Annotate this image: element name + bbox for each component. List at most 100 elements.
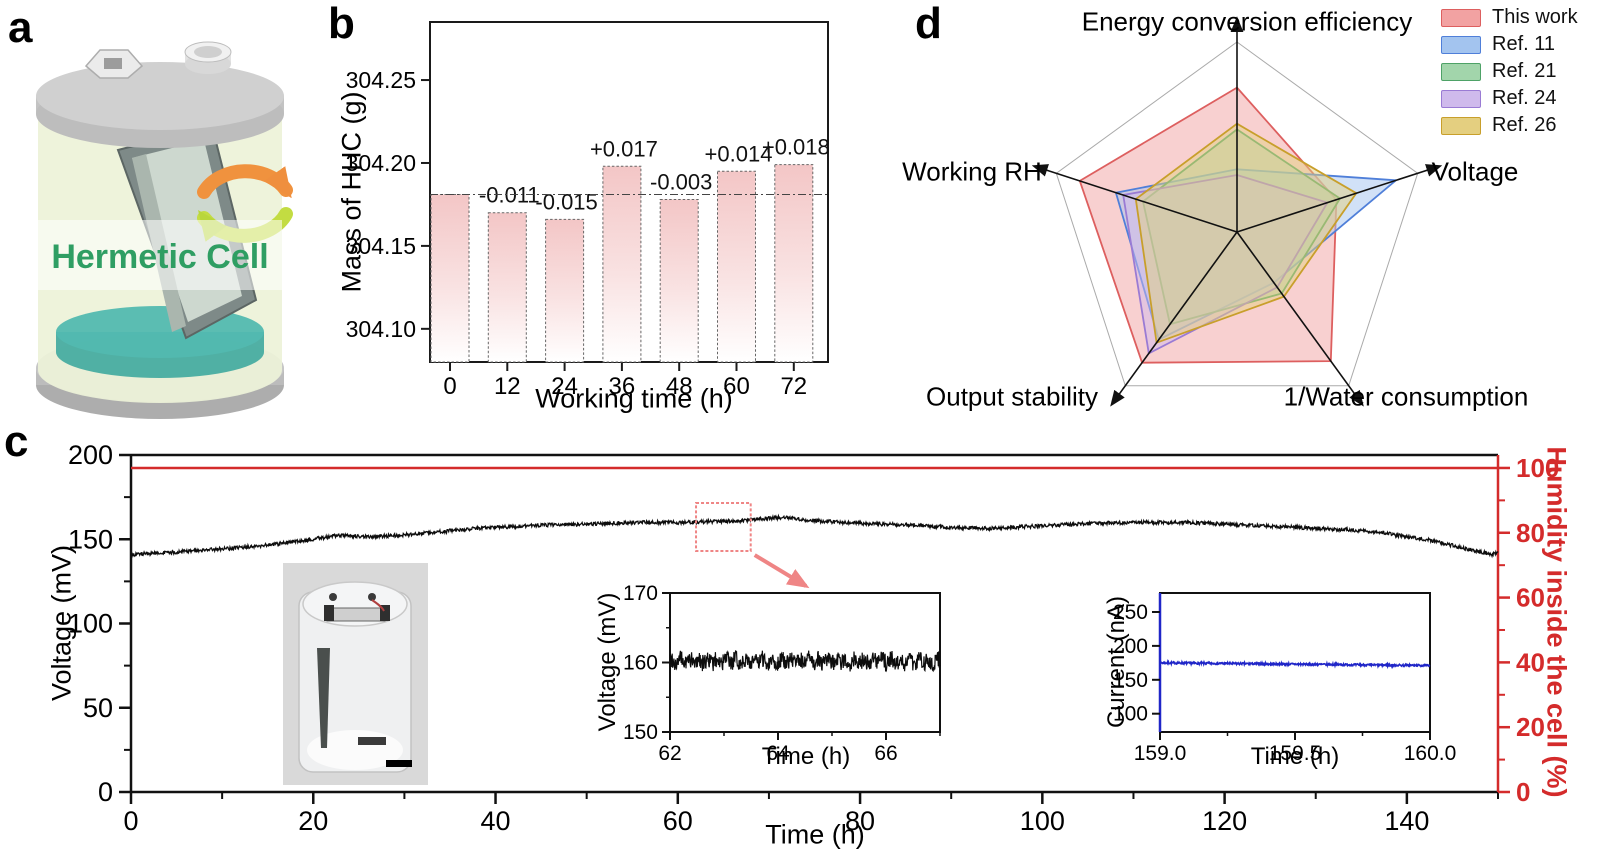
hermetic-cell-caption: Hermetic Cell bbox=[51, 238, 268, 276]
radar-spoke bbox=[1110, 231, 1238, 407]
panel-c-y-tick-label: 150 bbox=[68, 524, 113, 554]
panel-c-humidity-tick-label: 100 bbox=[1516, 453, 1559, 483]
moisture-cycle-arrow-orange bbox=[197, 164, 293, 199]
legend-swatch bbox=[1441, 8, 1481, 27]
bar-delta-label: +0.017 bbox=[590, 136, 658, 161]
panel-b-x-tick-label: 24 bbox=[551, 373, 578, 400]
panel-d-radar-chart bbox=[1031, 16, 1443, 407]
panel-b-y-tick-label: 304.20 bbox=[346, 150, 416, 176]
inset2-x-axis-title: Time (h) bbox=[1250, 743, 1340, 770]
inset2-x-tick-label: 159.5 bbox=[1269, 742, 1322, 765]
panel-c-humidity-tick-label: 40 bbox=[1516, 647, 1545, 677]
panel-b-x-tick-label: 12 bbox=[494, 373, 521, 400]
inset1-x-axis-title: Time (h) bbox=[761, 743, 851, 770]
legend-label: This work bbox=[1492, 6, 1578, 28]
inset2-current-line bbox=[1159, 658, 1431, 670]
panel-c-x-tick-label: 20 bbox=[298, 806, 328, 836]
legend-label: Ref. 21 bbox=[1492, 60, 1557, 82]
bar-mass-60h bbox=[717, 170, 756, 363]
panel-d-letter: d bbox=[915, 0, 942, 48]
panel-c-x-tick-label: 0 bbox=[123, 806, 138, 836]
panel-b-letter: b bbox=[328, 0, 355, 48]
panel-c-right-axis-title: Humidity inside the cell (%) bbox=[1541, 446, 1572, 798]
photo-scale-bar bbox=[386, 760, 412, 767]
panel-c-humidity-tick-label: 20 bbox=[1516, 712, 1545, 742]
bar-mass-72h bbox=[774, 164, 814, 363]
radar-spoke bbox=[1236, 231, 1364, 407]
panel-c-x-tick-label: 80 bbox=[845, 806, 875, 836]
legend-label: Ref. 24 bbox=[1492, 87, 1557, 109]
radar-axis-output-stability: Output stability bbox=[926, 381, 1098, 412]
bar-delta-label: -0.015 bbox=[535, 189, 597, 214]
panel-a-letter: a bbox=[8, 3, 33, 52]
panel-c-y-tick-label: 200 bbox=[68, 440, 113, 470]
inset2-y-axis-title: Current (nA) bbox=[1103, 595, 1130, 729]
panel-b-x-tick-label: 36 bbox=[609, 373, 636, 400]
panel-b-y-tick-label: 304.15 bbox=[346, 233, 416, 259]
panel-c-y-tick-label: 100 bbox=[68, 609, 113, 639]
inset2-x-tick-label: 159.0 bbox=[1134, 742, 1187, 765]
photo-red-wire bbox=[371, 599, 385, 612]
panel-b-x-tick-label: 72 bbox=[780, 373, 807, 400]
inset1-y-tick-label: 160 bbox=[623, 652, 658, 675]
inset2-y-tick-label: 150 bbox=[1113, 669, 1148, 692]
radar-spoke bbox=[1236, 164, 1443, 233]
legend-label: Ref. 26 bbox=[1492, 114, 1557, 136]
legend-item: Ref. 21 bbox=[1441, 60, 1578, 82]
photo-bottom-chip bbox=[358, 737, 386, 745]
photo-electrode-left bbox=[324, 605, 334, 621]
bar-mass-36h bbox=[602, 165, 642, 363]
panel-a-illustration: Hermetic Cell bbox=[36, 41, 293, 419]
inset1-y-tick-label: 170 bbox=[623, 582, 658, 605]
legend-item: Ref. 26 bbox=[1441, 114, 1578, 136]
legend-item: Ref. 11 bbox=[1441, 33, 1578, 55]
inset1-y-tick-label: 150 bbox=[623, 721, 658, 744]
panel-c-x-tick-label: 40 bbox=[481, 806, 511, 836]
legend-swatch bbox=[1441, 35, 1481, 54]
inset-voltage-chart: 150 160 170 62 64 66 bbox=[623, 582, 941, 765]
panel-b-bar-chart: 304.10 304.15 304.20 304.25 0 12 -0.011 24 -0.01… bbox=[346, 21, 830, 400]
inset1-y-axis-title: Voltage (mV) bbox=[594, 592, 621, 732]
panel-c-x-tick-label: 120 bbox=[1202, 806, 1247, 836]
panel-c-y-axis-title: Voltage (mV) bbox=[46, 544, 77, 702]
photo-silver-bar bbox=[326, 607, 386, 622]
radar-spoke bbox=[1031, 164, 1238, 233]
bar-mass-12h bbox=[487, 212, 527, 363]
panel-b-x-tick-label: 60 bbox=[723, 373, 750, 400]
bar-delta-label: -0.011 bbox=[479, 183, 540, 208]
panel-c-x-tick-label: 140 bbox=[1384, 806, 1429, 836]
inset2-y-tick-label: 200 bbox=[1113, 635, 1148, 658]
bar-delta-label: -0.003 bbox=[650, 169, 712, 194]
panel-c-x-tick-label: 60 bbox=[663, 806, 693, 836]
bar-delta-label: +0.018 bbox=[762, 135, 830, 160]
radar-legend: This work Ref. 11 Ref. 21 Ref. 24 Ref. 26 bbox=[1441, 6, 1578, 136]
legend-swatch bbox=[1441, 116, 1481, 135]
inset1-x-tick-label: 62 bbox=[658, 742, 681, 765]
panel-c-humidity-tick-label: 60 bbox=[1516, 583, 1545, 613]
photo-inner-electrode bbox=[317, 648, 330, 748]
panel-c-letter: c bbox=[4, 417, 29, 466]
panel-b-x-tick-label: 48 bbox=[666, 373, 693, 400]
panel-c-line-chart: 0 50 100 150 200 0 20 40 60 80 100 120 140 0 20 40 60 80 1… bbox=[68, 440, 1559, 836]
radar-series-ref-26 bbox=[1134, 122, 1358, 344]
cell-photo-inset bbox=[283, 563, 428, 785]
panel-b-y-tick-label: 304.25 bbox=[346, 67, 416, 93]
bar-mass-0h bbox=[430, 193, 470, 363]
legend-item: This work bbox=[1441, 6, 1578, 28]
bar-mass-24h bbox=[545, 218, 585, 363]
inset1-x-tick-label: 64 bbox=[766, 742, 790, 765]
legend-label: Ref. 11 bbox=[1492, 33, 1555, 55]
panel-c-humidity-tick-label: 80 bbox=[1516, 518, 1545, 548]
voltage-series-line bbox=[130, 513, 1499, 559]
zoom-region-box bbox=[695, 502, 752, 553]
caption-band bbox=[38, 220, 282, 290]
zoom-callout-arrow bbox=[753, 553, 810, 589]
inset2-y-tick-label: 250 bbox=[1113, 601, 1148, 624]
legend-swatch bbox=[1441, 62, 1481, 81]
radar-grid-pentagon bbox=[1055, 41, 1419, 387]
bar-delta-label: +0.014 bbox=[705, 141, 773, 166]
panel-c-x-axis-title: Time (h) bbox=[765, 819, 865, 850]
radar-axis-water-consumption: 1/Water consumption bbox=[1283, 381, 1529, 412]
